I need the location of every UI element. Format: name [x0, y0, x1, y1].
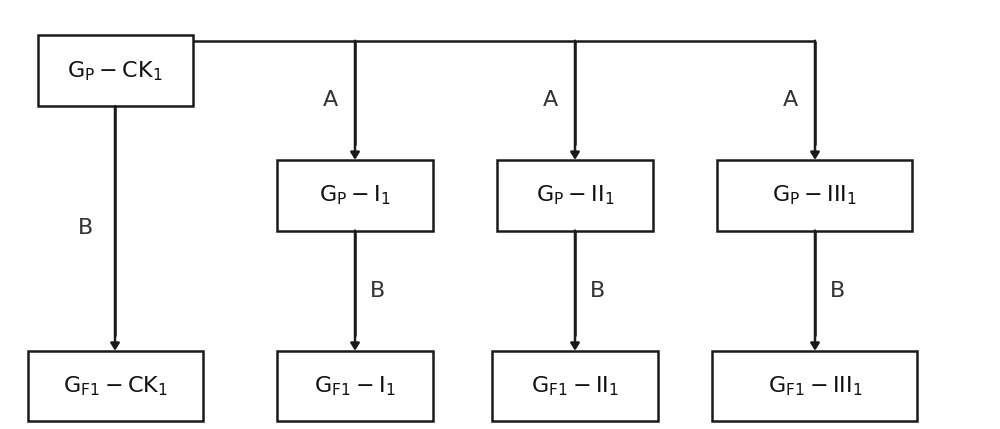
Text: $\mathrm{G_{F1}-I_{1}}$: $\mathrm{G_{F1}-I_{1}}$ — [314, 374, 396, 398]
Text: $\mathrm{G_{F1}-CK_{1}}$: $\mathrm{G_{F1}-CK_{1}}$ — [63, 374, 167, 398]
Bar — [712, 351, 917, 421]
Text: B: B — [77, 218, 93, 239]
Text: A: A — [322, 90, 338, 110]
Text: B: B — [589, 281, 605, 301]
Bar — [277, 351, 432, 421]
Text: $\mathrm{G_{F1}-III_{1}}$: $\mathrm{G_{F1}-III_{1}}$ — [768, 374, 862, 398]
Bar — [492, 351, 658, 421]
Text: $\mathrm{G_{P}-II_{1}}$: $\mathrm{G_{P}-II_{1}}$ — [536, 183, 614, 207]
Bar — [717, 160, 912, 230]
Text: B: B — [829, 281, 845, 301]
Text: $\mathrm{G_{P}-III_{1}}$: $\mathrm{G_{P}-III_{1}}$ — [772, 183, 858, 207]
Text: $\mathrm{G_{P}-CK_{1}}$: $\mathrm{G_{P}-CK_{1}}$ — [67, 59, 163, 83]
Bar — [277, 160, 432, 230]
Text: B: B — [369, 281, 385, 301]
Text: A: A — [782, 90, 798, 110]
Text: $\mathrm{G_{P}-I_{1}}$: $\mathrm{G_{P}-I_{1}}$ — [319, 183, 391, 207]
Bar — [38, 36, 192, 106]
Text: A: A — [542, 90, 558, 110]
Bar — [28, 351, 202, 421]
Text: $\mathrm{G_{F1}-II_{1}}$: $\mathrm{G_{F1}-II_{1}}$ — [531, 374, 619, 398]
Bar — [497, 160, 652, 230]
